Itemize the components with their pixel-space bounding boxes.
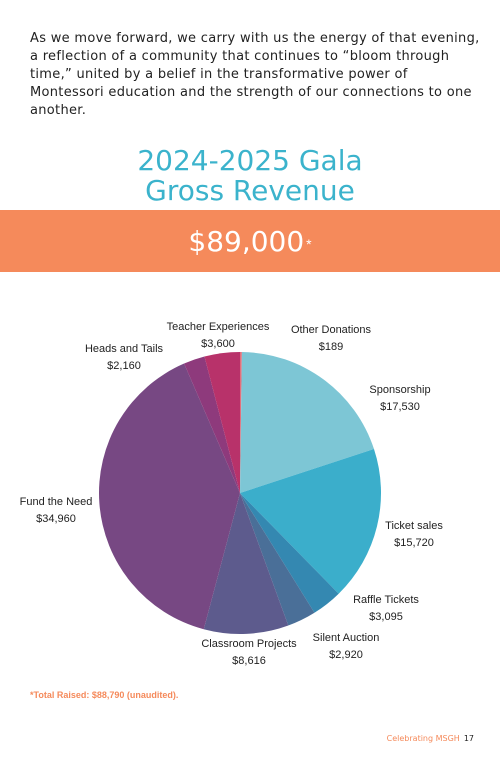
slice-label: Silent Auction [313, 632, 380, 644]
pie-slice-ticket-sales [240, 449, 382, 594]
slice-label: Other Donations [291, 324, 372, 336]
slice-label: Sponsorship [369, 384, 430, 396]
revenue-pie-chart: Other Donations $189 Sponsorship $17,530 Tic… [20, 321, 444, 667]
pie-slice-classroom-projects [203, 493, 289, 635]
total-raised-footnote: *Total Raised: $88,790 (unaudited). [30, 690, 179, 700]
pie-slice-raffle-tickets [240, 493, 339, 613]
slice-label: Teacher Experiences [167, 321, 270, 333]
slice-value-label: $2,160 [107, 360, 141, 372]
intro-paragraph: As we move forward, we carry with us the… [30, 31, 480, 118]
slice-value-label: $2,920 [329, 649, 363, 661]
total-amount: $89,000 [188, 224, 305, 258]
slice-value-label: $17,530 [380, 401, 420, 413]
pie-slice-teacher-experiences [204, 352, 240, 493]
pie-slice-heads-and-tails [184, 356, 240, 493]
slice-value-label: $8,616 [232, 655, 266, 667]
chart-title: 2024-2025 Gala Gross Revenue [0, 146, 500, 206]
footer-label: Celebrating MSGH [386, 734, 460, 743]
total-banner: $89,000 * [0, 210, 500, 272]
slice-label: Raffle Tickets [353, 594, 419, 606]
title-line-1: 2024-2025 Gala [137, 144, 363, 177]
page-footer: Celebrating MSGH 17 [387, 734, 474, 743]
slice-value-label: $189 [319, 341, 343, 353]
page-number: 17 [463, 734, 474, 743]
total-asterisk: * [306, 236, 312, 252]
slice-label: Classroom Projects [201, 638, 297, 650]
pie-slice-other-donations [240, 351, 242, 493]
title-line-2: Gross Revenue [145, 174, 355, 207]
slice-value-label: $3,095 [369, 611, 403, 623]
pie-slice-silent-auction [240, 493, 315, 626]
slice-label: Ticket sales [385, 520, 443, 532]
slice-label: Heads and Tails [85, 343, 164, 355]
slice-label: Fund the Need [20, 496, 93, 508]
pie-slice-fund-the-need [98, 363, 240, 630]
slice-value-label: $34,960 [36, 513, 76, 525]
pie-slice-sponsorship [240, 352, 374, 493]
slice-value-label: $3,600 [201, 338, 235, 350]
slice-value-label: $15,720 [394, 537, 434, 549]
